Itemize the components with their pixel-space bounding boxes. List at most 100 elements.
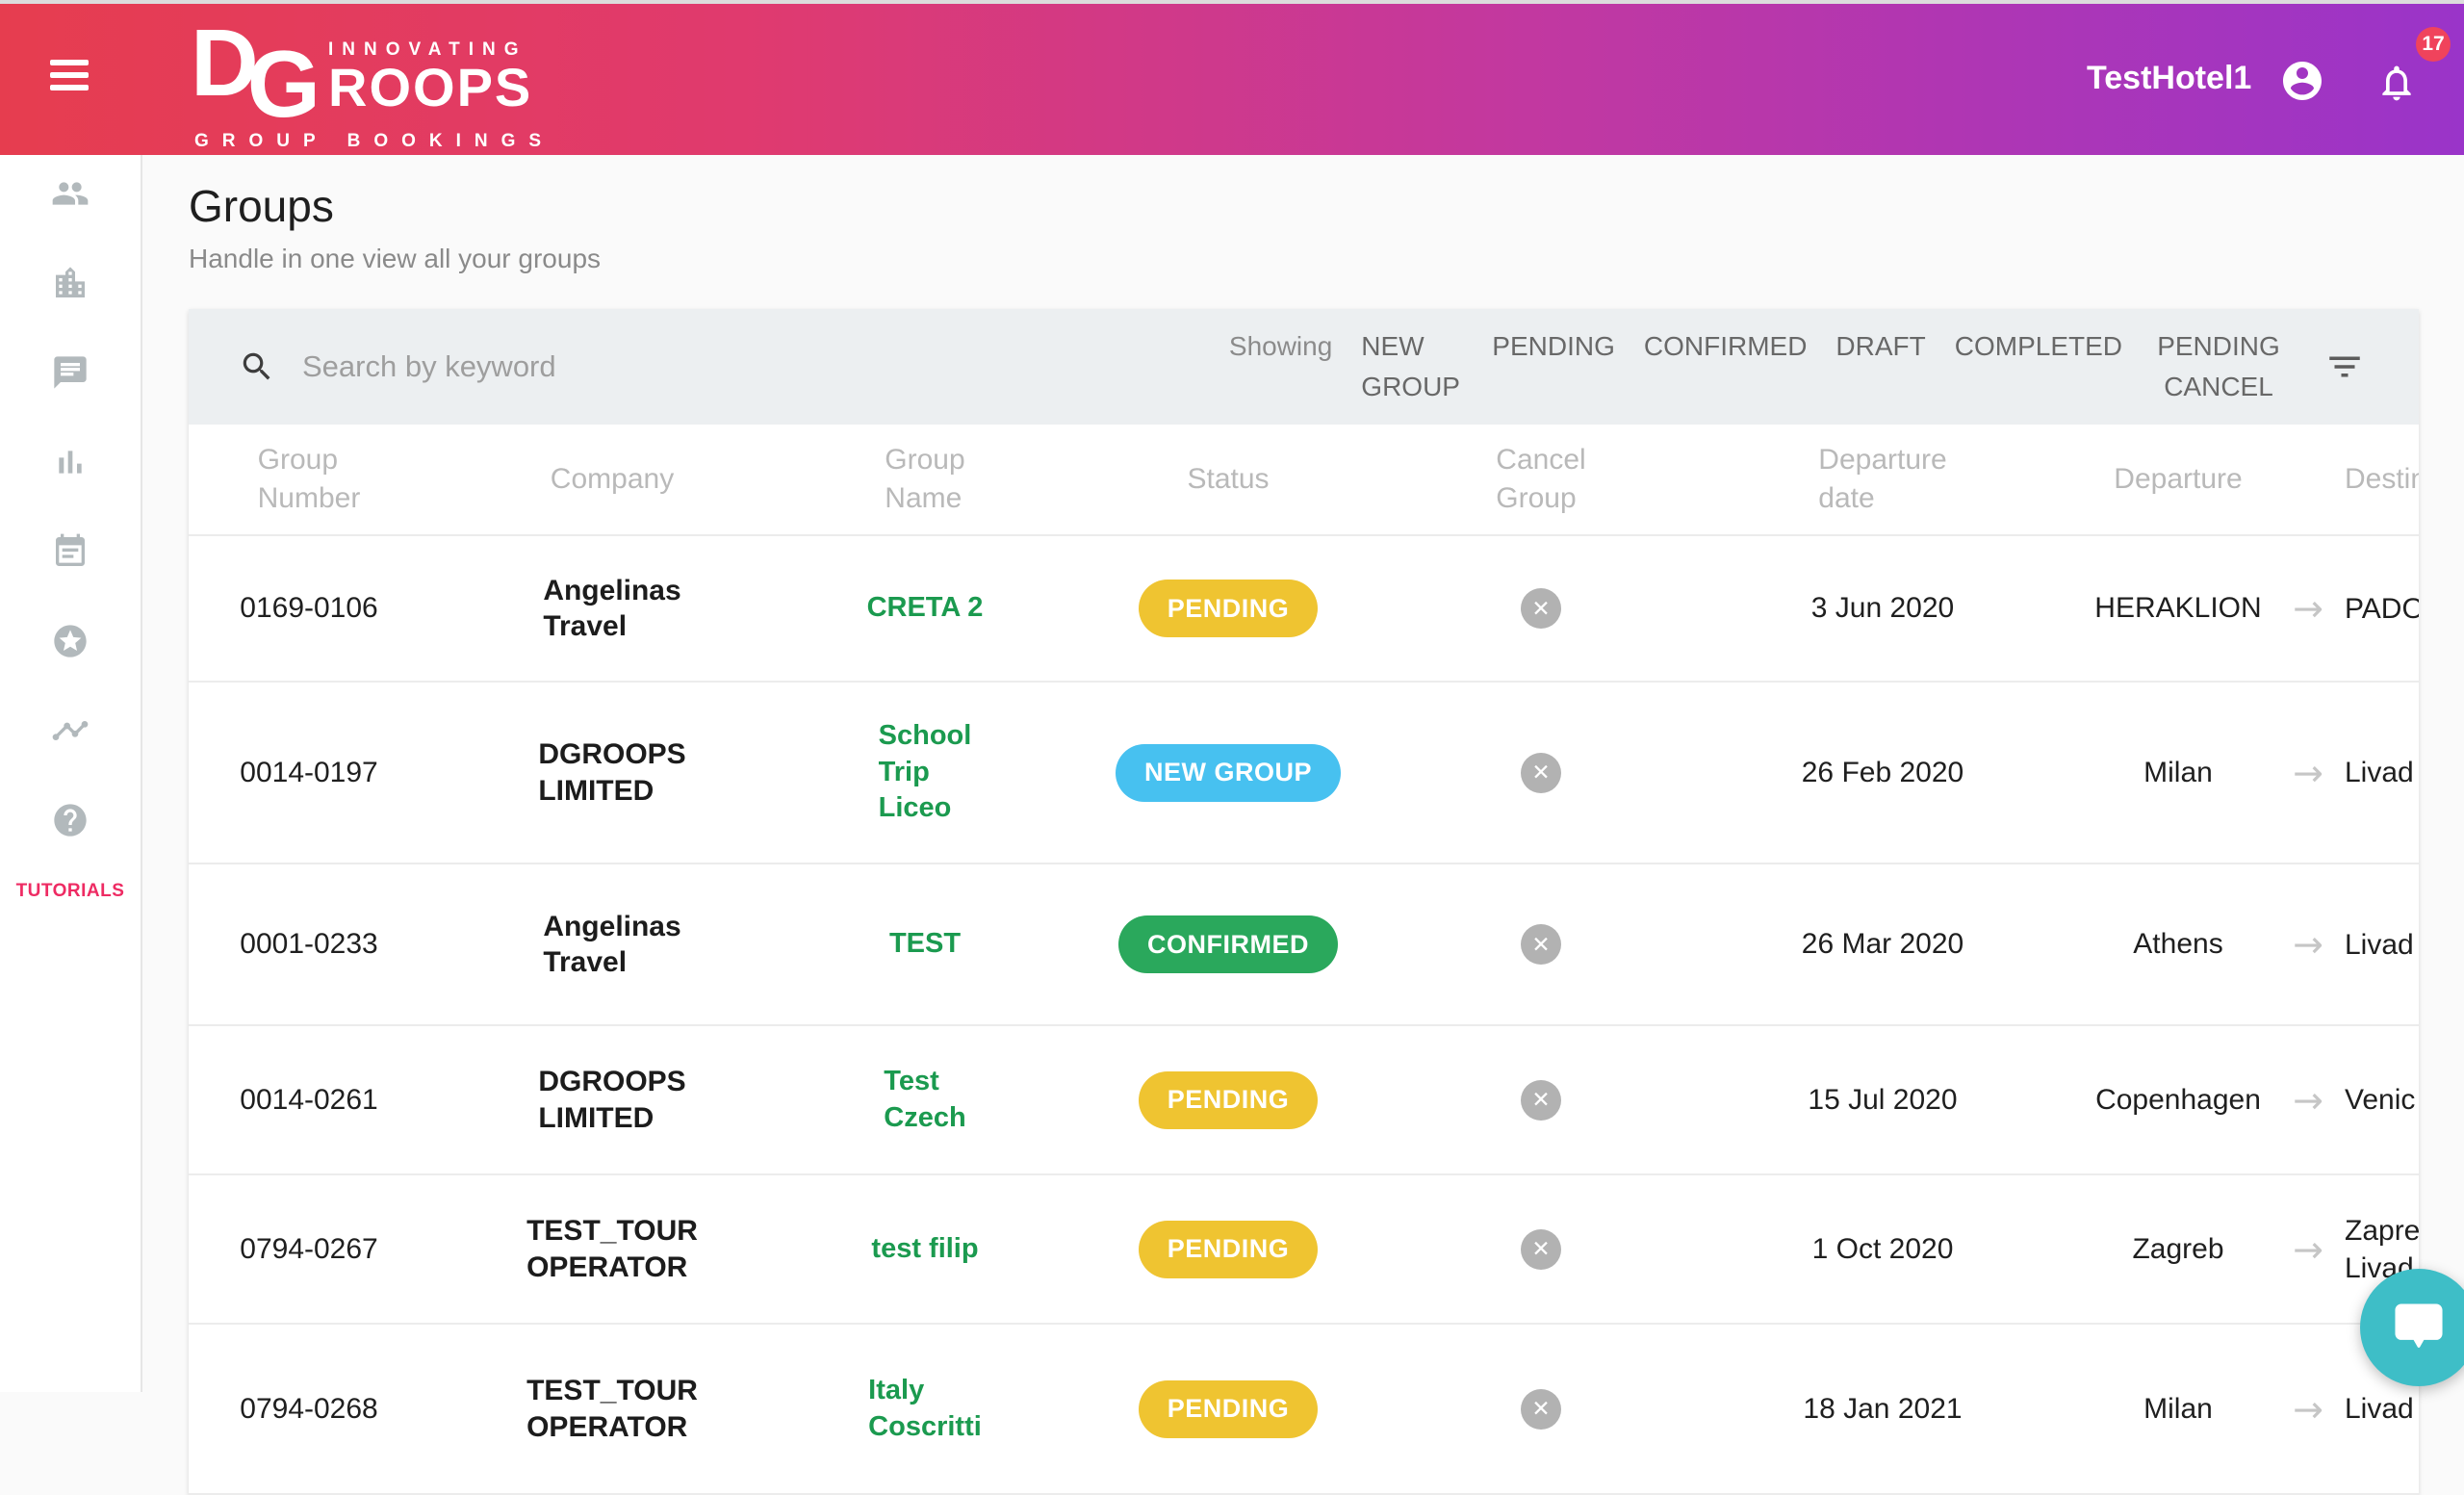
groups-icon[interactable] (51, 174, 90, 213)
dgroops-logo[interactable]: D G INNOVATING ROOPS GROUP BOOKINGS (191, 15, 554, 152)
col-group-name: Group Name (885, 443, 965, 515)
user-name[interactable]: TestHotel1 (2087, 60, 2252, 96)
chat-widget-button[interactable] (2360, 1269, 2464, 1386)
filter-completed[interactable]: COMPLETED (1954, 331, 2122, 361)
status-badge: NEW GROUP (1115, 743, 1341, 802)
logo-innovating: INNOVATING (328, 39, 527, 60)
logo-tagline: GROUP BOOKINGS (194, 131, 555, 151)
page-title: Groups (189, 181, 334, 231)
departure-date: 1 Oct 2020 (1811, 1232, 1954, 1265)
status-badge: PENDING (1138, 1379, 1319, 1438)
company: DGROOPS LIMITED (538, 738, 686, 807)
table-row[interactable]: 0014-0197 DGROOPS LIMITED School Trip Li… (189, 683, 2419, 864)
route-arrow-icon: → (2293, 751, 2323, 794)
filter-pending-cancel[interactable]: PENDING CANCEL (2157, 331, 2280, 401)
filter-confirmed[interactable]: CONFIRMED (1643, 331, 1808, 361)
group-name-link[interactable]: School Trip Liceo (878, 719, 972, 824)
company: Angelinas Travel (543, 910, 681, 979)
cancel-group-button[interactable]: ✕ (1521, 924, 1561, 965)
logo-roops: ROOPS (328, 57, 533, 117)
col-status: Status (1187, 462, 1270, 495)
sidebar: TUTORIALS (0, 155, 142, 1392)
group-name-link[interactable]: TEST (888, 928, 962, 960)
status-badge: PENDING (1138, 1220, 1319, 1278)
company: DGROOPS LIMITED (538, 1066, 686, 1134)
app-header: D G INNOVATING ROOPS GROUP BOOKINGS Test… (0, 0, 2464, 155)
group-name-link[interactable]: test filip (871, 1232, 979, 1264)
company: TEST_TOUR OPERATOR (526, 1215, 698, 1283)
groups-table-card: Showing NEW GROUP PENDING CONFIRMED DRAF… (189, 309, 2419, 1495)
table-toolbar: Showing NEW GROUP PENDING CONFIRMED DRAF… (189, 309, 2419, 425)
search-input[interactable] (300, 348, 1229, 385)
filter-draft[interactable]: DRAFT (1835, 331, 1926, 361)
table-row[interactable]: 0014-0261 DGROOPS LIMITED Test Czech PEN… (189, 1026, 2419, 1175)
bar-chart-icon[interactable] (51, 443, 90, 481)
departure-city: Zagreb (2132, 1232, 2224, 1265)
cancel-group-button[interactable]: ✕ (1521, 1228, 1561, 1270)
group-name-link[interactable]: Test Czech (884, 1065, 966, 1133)
logo-letter-g: G (246, 31, 321, 137)
filter-new-group[interactable]: NEW GROUP (1361, 331, 1460, 401)
calendar-icon[interactable] (51, 532, 90, 571)
stars-icon[interactable] (51, 622, 90, 660)
status-badge: PENDING (1138, 580, 1319, 637)
cancel-group-button[interactable]: ✕ (1521, 1079, 1561, 1121)
hotel-icon[interactable] (51, 264, 90, 302)
table-row[interactable]: 0169-0106 Angelinas Travel CRETA 2 PENDI… (189, 536, 2419, 683)
group-number: 0014-0197 (240, 756, 378, 788)
col-cancel-group: Cancel Group (1496, 443, 1586, 515)
sidebar-item-tutorials[interactable]: TUTORIALS (15, 881, 125, 901)
route-arrow-icon: → (2293, 1227, 2323, 1271)
table-header-row: Group Number Company Group Name Status C… (189, 425, 2419, 536)
departure-city: Milan (2143, 1392, 2213, 1425)
cancel-group-button[interactable]: ✕ (1521, 752, 1561, 793)
departure-date: 3 Jun 2020 (1810, 592, 1955, 624)
table-row[interactable]: 0794-0268 TEST_TOUR OPERATOR Italy Coscr… (189, 1325, 2419, 1495)
departure-date: 26 Feb 2020 (1801, 756, 1964, 788)
cancel-group-button[interactable]: ✕ (1521, 1388, 1561, 1430)
col-departure-date: Departure date (1818, 443, 1947, 515)
showing-label: Showing (1228, 331, 1333, 361)
group-number: 0794-0268 (240, 1392, 378, 1425)
destination-city: PADO (2345, 592, 2419, 625)
departure-date: 18 Jan 2021 (1803, 1392, 1963, 1425)
departure-city: Athens (2133, 928, 2223, 960)
filter-list-icon[interactable] (2324, 347, 2365, 387)
chat-icon[interactable] (51, 353, 90, 392)
group-name-link[interactable]: CRETA 2 (866, 592, 984, 624)
company: TEST_TOUR OPERATOR (526, 1375, 698, 1443)
notifications-bell-icon[interactable] (2375, 62, 2418, 104)
timeline-icon[interactable] (51, 711, 90, 750)
departure-date: 26 Mar 2020 (1801, 928, 1964, 960)
route-arrow-icon: → (2293, 1387, 2323, 1431)
group-number: 0794-0267 (240, 1232, 378, 1265)
departure-city: HERAKLION (2094, 592, 2262, 624)
search-icon (239, 348, 275, 385)
route-arrow-icon: → (2293, 923, 2323, 966)
departure-date: 15 Jul 2020 (1808, 1083, 1958, 1116)
group-number: 0001-0233 (240, 928, 378, 960)
col-departure: Departure (2114, 462, 2243, 495)
main-content: Groups Handle in one view all your group… (142, 155, 2464, 1495)
notification-count-badge: 17 (2416, 27, 2451, 62)
table-row[interactable]: 0794-0267 TEST_TOUR OPERATOR test filip … (189, 1175, 2419, 1325)
page-subtitle: Handle in one view all your groups (189, 244, 602, 273)
destination-city: Zapre Livad (2345, 1214, 2419, 1284)
group-number: 0014-0261 (240, 1083, 378, 1116)
col-company: Company (550, 462, 675, 495)
filter-pending[interactable]: PENDING (1492, 331, 1615, 361)
destination-city: Livad (2345, 928, 2414, 961)
account-icon[interactable] (2279, 58, 2325, 104)
help-icon[interactable] (51, 801, 90, 839)
destination-city: Livad (2345, 757, 2414, 788)
cancel-group-button[interactable]: ✕ (1521, 588, 1561, 629)
group-number: 0169-0106 (240, 592, 378, 624)
departure-city: Copenhagen (2095, 1083, 2261, 1116)
route-arrow-icon: → (2293, 1078, 2323, 1121)
departure-city: Milan (2143, 756, 2213, 788)
destination-city: Venic (2345, 1084, 2416, 1116)
menu-icon[interactable] (50, 60, 89, 92)
group-name-link[interactable]: Italy Coscritti (868, 1374, 982, 1442)
status-badge: PENDING (1138, 1070, 1319, 1129)
table-row[interactable]: 0001-0233 Angelinas Travel TEST CONFIRME… (189, 864, 2419, 1026)
